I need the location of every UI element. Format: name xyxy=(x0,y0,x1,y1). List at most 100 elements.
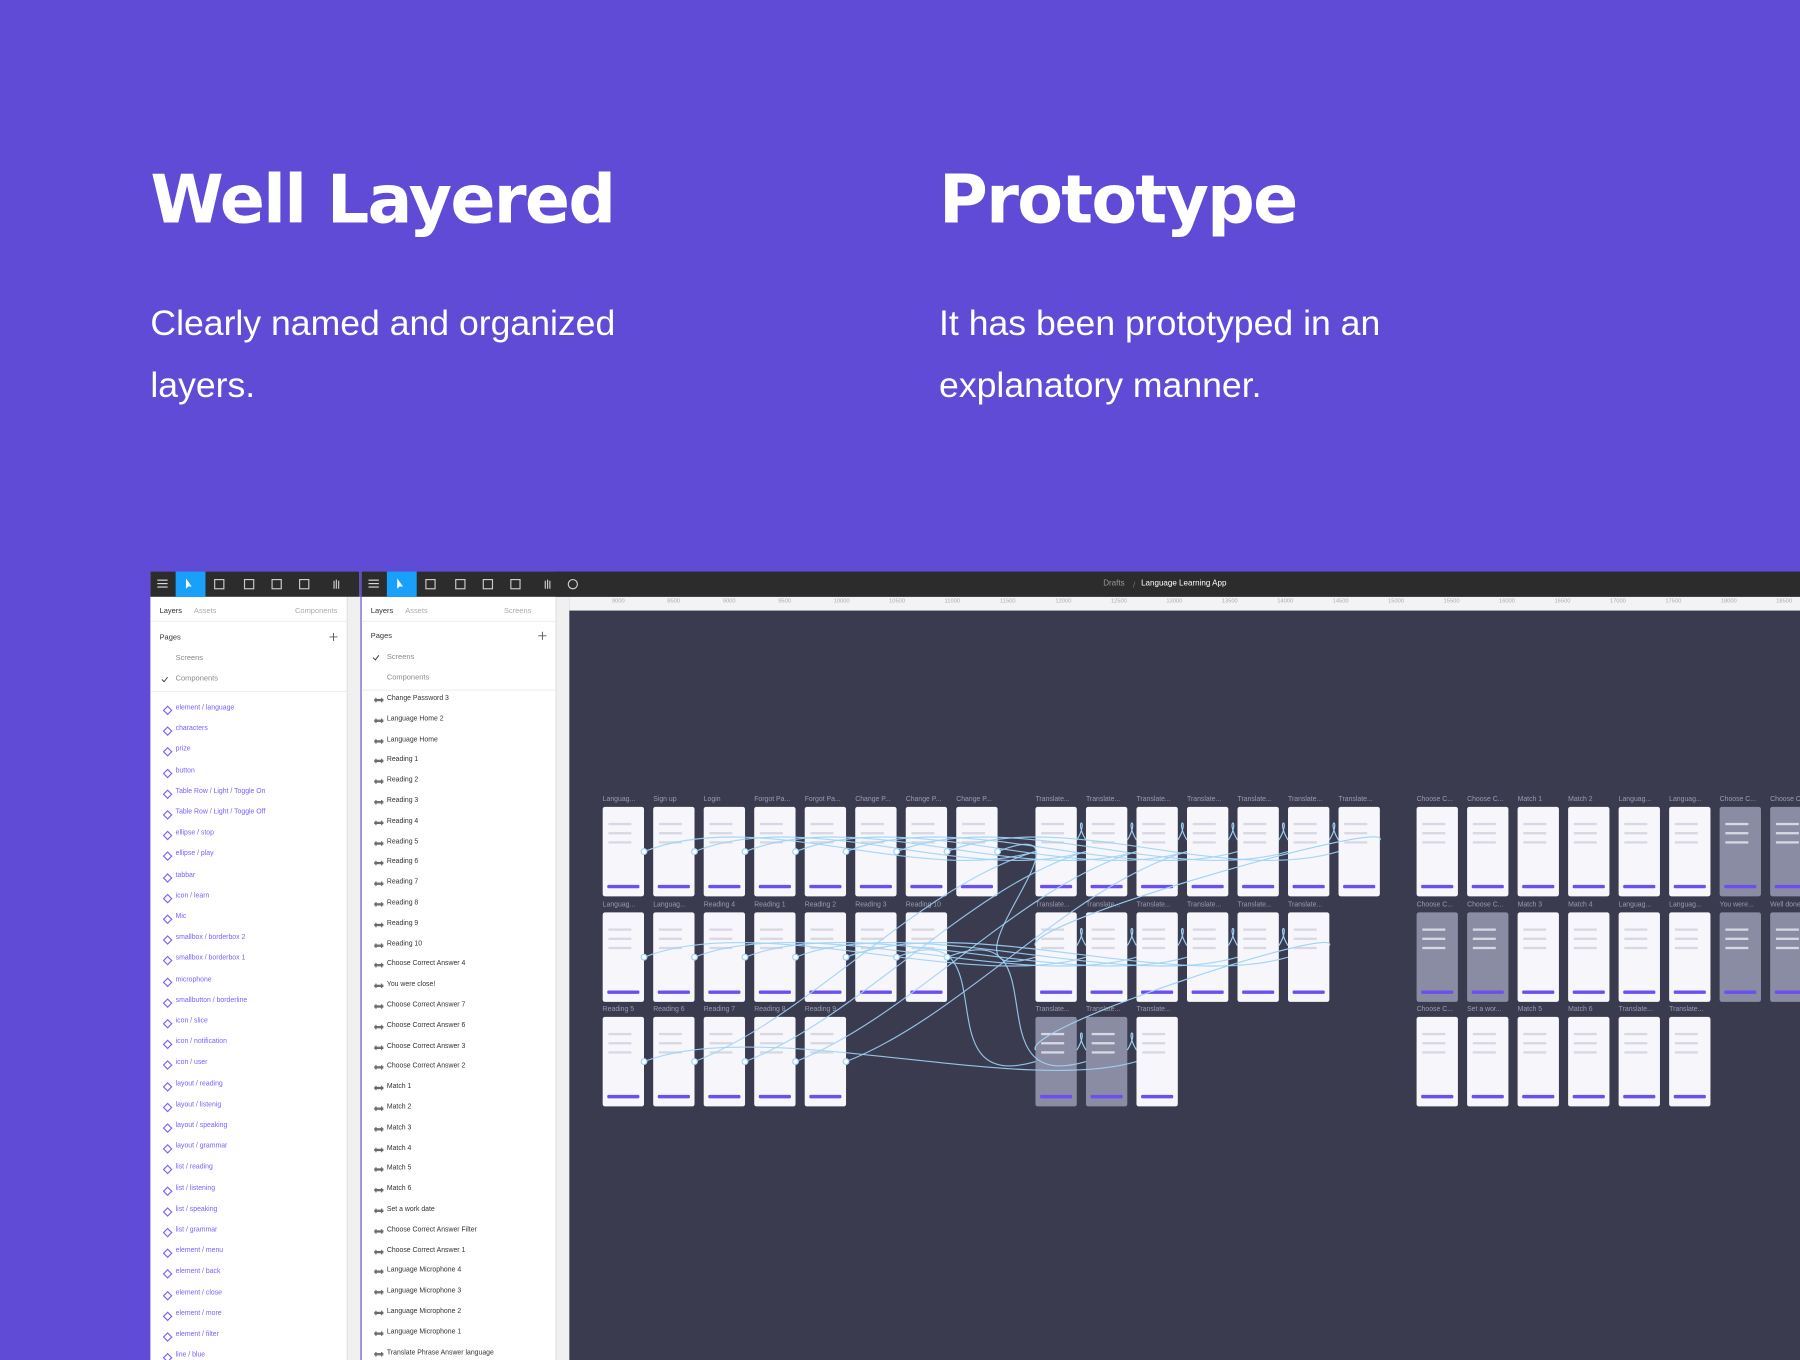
screen-frame[interactable] xyxy=(1237,806,1279,897)
layer-item[interactable]: Language Microphone 3 xyxy=(386,1287,462,1295)
screen-frame[interactable] xyxy=(1669,806,1711,897)
layer-item[interactable]: list / reading xyxy=(175,1164,213,1172)
layer-item[interactable]: Language Microphone 2 xyxy=(386,1308,462,1316)
screen-frame[interactable] xyxy=(602,912,645,1002)
screen-frame[interactable] xyxy=(1467,912,1509,1002)
layer-item[interactable]: Match 4 xyxy=(386,1144,412,1152)
layer-item[interactable]: Choose Correct Answer 1 xyxy=(386,1247,466,1254)
tab-layers[interactable]: Layers xyxy=(159,607,182,616)
screen-frame[interactable] xyxy=(1618,1016,1660,1107)
page-item[interactable]: Components xyxy=(386,673,430,682)
layer-item[interactable]: Set a work date xyxy=(386,1206,435,1214)
layer-item[interactable]: Mic xyxy=(175,913,187,921)
screen-frame[interactable] xyxy=(1288,806,1330,897)
layer-item[interactable]: tabbar xyxy=(175,871,196,879)
screen-frame[interactable] xyxy=(754,1016,796,1107)
layer-item[interactable]: layout / grammar xyxy=(175,1143,228,1151)
screen-frame[interactable] xyxy=(855,912,897,1002)
screen-frame[interactable] xyxy=(602,1016,645,1107)
layer-item[interactable]: Reading 6 xyxy=(386,858,419,866)
layer-item[interactable]: element / menu xyxy=(175,1247,224,1255)
layer-item[interactable]: Language Home xyxy=(386,736,438,744)
layer-item[interactable]: Match 1 xyxy=(386,1083,412,1091)
screen-frame[interactable] xyxy=(1085,1016,1128,1107)
layer-item[interactable]: list / listening xyxy=(175,1185,216,1192)
layer-item[interactable]: prize xyxy=(175,746,191,754)
screen-frame[interactable] xyxy=(1669,912,1711,1002)
screen-frame[interactable] xyxy=(1719,806,1761,897)
screen-frame[interactable] xyxy=(653,912,695,1002)
layer-item[interactable]: line / blue xyxy=(175,1352,206,1360)
screen-frame[interactable] xyxy=(1568,806,1610,897)
screen-frame[interactable] xyxy=(703,806,746,897)
screen-frame[interactable] xyxy=(1719,912,1761,1002)
layer-item[interactable]: Language Home 2 xyxy=(386,715,444,723)
screen-frame[interactable] xyxy=(754,806,796,897)
layer-item[interactable]: Reading 10 xyxy=(386,940,423,948)
layer-item[interactable]: icon / learn xyxy=(175,892,210,900)
screen-frame[interactable] xyxy=(1770,806,1800,897)
layer-item[interactable]: smallbutton / borderline xyxy=(175,997,248,1004)
screen-frame[interactable] xyxy=(1338,806,1380,897)
screen-frame[interactable] xyxy=(754,912,796,1002)
layer-item[interactable]: Language Microphone 1 xyxy=(386,1328,462,1336)
layer-item[interactable]: Match 2 xyxy=(386,1104,412,1111)
screen-frame[interactable] xyxy=(1770,912,1800,1002)
tab-layers[interactable]: Layers xyxy=(370,607,394,616)
layer-item[interactable]: Match 3 xyxy=(386,1124,412,1132)
dropdown[interactable]: Components xyxy=(295,607,338,616)
screen-frame[interactable] xyxy=(1467,1016,1509,1107)
screen-frame[interactable] xyxy=(855,806,897,897)
page-item[interactable]: Screens xyxy=(175,654,204,663)
screen-frame[interactable] xyxy=(804,806,847,897)
layer-item[interactable]: Reading 7 xyxy=(386,879,419,887)
screen-frame[interactable] xyxy=(1568,1016,1610,1107)
layer-item[interactable]: Reading 3 xyxy=(386,797,419,805)
screen-frame[interactable] xyxy=(804,1016,847,1107)
layer-item[interactable]: element / filter xyxy=(175,1331,219,1339)
page-item[interactable]: Screens xyxy=(386,653,415,662)
screen-frame[interactable] xyxy=(1136,912,1178,1002)
screen-frame[interactable] xyxy=(1517,912,1559,1002)
layer-item[interactable]: layout / reading xyxy=(175,1080,223,1088)
screen-frame[interactable] xyxy=(653,1016,695,1107)
screen-frame[interactable] xyxy=(1416,912,1458,1002)
layer-item[interactable]: icon / user xyxy=(175,1059,208,1067)
layer-item[interactable]: icon / slice xyxy=(175,1017,208,1025)
layer-item[interactable]: ellipse / stop xyxy=(175,829,214,837)
layer-item[interactable]: Table Row / Light / Toggle On xyxy=(175,788,266,796)
layer-item[interactable]: smallbox / borderbox 1 xyxy=(175,955,246,963)
page-item[interactable]: Components xyxy=(175,674,218,683)
layer-item[interactable]: element / back xyxy=(175,1268,221,1276)
screen-frame[interactable] xyxy=(703,1016,746,1107)
layer-item[interactable]: Reading 9 xyxy=(386,920,419,928)
layer-item[interactable]: Reading 1 xyxy=(386,756,419,764)
screen-frame[interactable] xyxy=(1186,806,1229,897)
screen-frame[interactable] xyxy=(1416,1016,1458,1107)
layer-item[interactable]: Reading 5 xyxy=(386,838,419,846)
layer-item[interactable]: element / language xyxy=(175,704,235,712)
layer-item[interactable]: Reading 4 xyxy=(386,818,419,825)
layer-item[interactable]: Reading 2 xyxy=(386,777,419,785)
screen-frame[interactable] xyxy=(1136,1016,1178,1107)
layer-item[interactable]: layout / speaking xyxy=(175,1122,228,1130)
layer-item[interactable]: list / grammar xyxy=(175,1226,218,1234)
screen-frame[interactable] xyxy=(602,806,645,897)
screen-frame[interactable] xyxy=(1618,806,1660,897)
layer-item[interactable]: smallbox / borderbox 2 xyxy=(175,934,246,942)
screen-frame[interactable] xyxy=(1618,912,1660,1002)
layer-item[interactable]: Choose Correct Answer 4 xyxy=(386,961,466,968)
screen-frame[interactable] xyxy=(703,912,746,1002)
layer-item[interactable]: list / speaking xyxy=(175,1205,218,1213)
screen-frame[interactable] xyxy=(653,806,695,897)
screen-frame[interactable] xyxy=(1186,912,1229,1002)
layer-item[interactable]: microphone xyxy=(175,976,212,984)
layer-item[interactable]: icon / notification xyxy=(175,1038,227,1046)
layer-item[interactable]: layout / listenig xyxy=(175,1101,222,1109)
layer-item[interactable]: Choose Correct Answer 3 xyxy=(386,1042,466,1050)
layer-item[interactable]: Table Row / Light / Toggle Off xyxy=(175,809,266,817)
dropdown[interactable]: Screens xyxy=(503,607,532,616)
layer-item[interactable]: Reading 8 xyxy=(386,899,419,907)
layer-item[interactable]: You were close! xyxy=(386,981,436,989)
layer-item[interactable]: Match 6 xyxy=(386,1185,412,1193)
